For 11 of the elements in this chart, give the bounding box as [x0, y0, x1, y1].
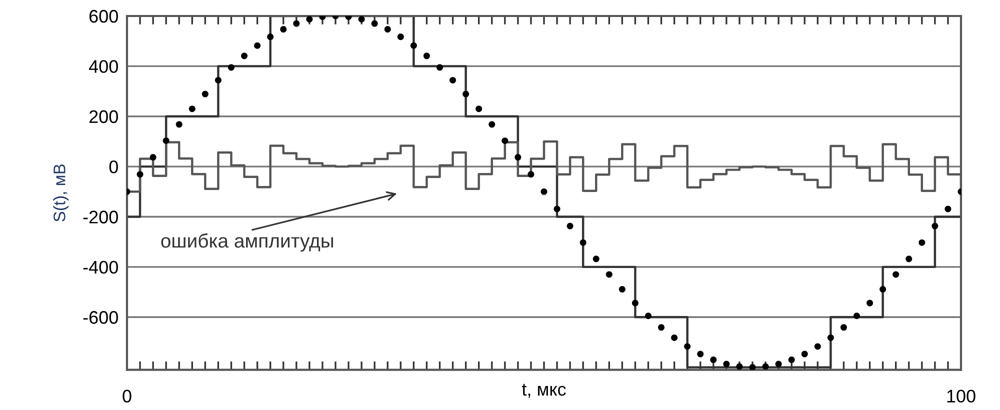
y-axis-title: S(t), мВ — [53, 164, 69, 222]
x-tick-label: 100 — [947, 390, 976, 403]
y-tick-label: -200 — [83, 210, 118, 224]
y-tick-label: -400 — [83, 260, 118, 274]
annotation: ошибка амплитуды — [161, 233, 334, 252]
y-tick-label: 600 — [89, 10, 118, 23]
y-tick-label: 400 — [88, 60, 118, 73]
y-tick-label: 0 — [109, 160, 118, 174]
y-tick-label: 200 — [89, 110, 118, 124]
y-tick-label: -600 — [83, 311, 118, 324]
x-axis-title: t, мкс — [522, 384, 566, 398]
